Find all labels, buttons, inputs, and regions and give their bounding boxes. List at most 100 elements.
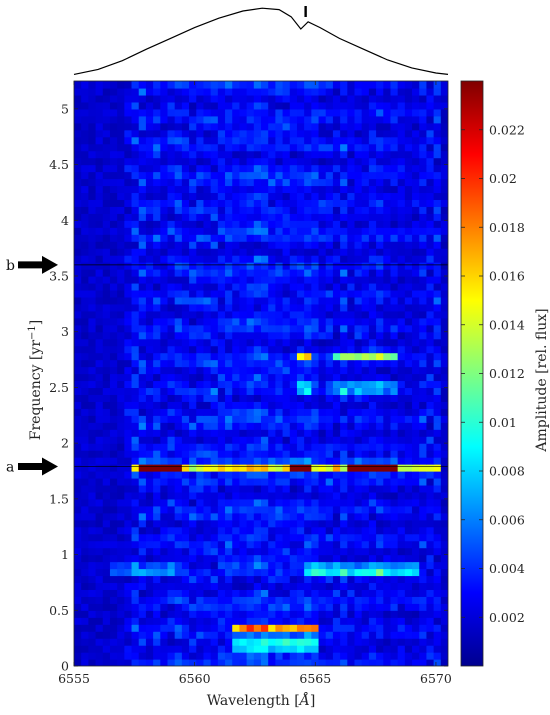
heatmap-cell [102, 359, 111, 368]
heatmap-cell [304, 296, 312, 305]
heatmap-cell [131, 436, 140, 444]
heatmap-cell [383, 561, 392, 570]
heatmap-cell [376, 331, 384, 340]
heatmap-cell [95, 631, 104, 639]
heatmap-cell [368, 227, 377, 235]
heatmap-cell [131, 464, 140, 472]
heatmap-cell [426, 526, 435, 535]
heatmap-cell [311, 561, 320, 570]
heatmap-cell [289, 457, 298, 465]
heatmap-cell [239, 561, 248, 570]
heatmap-cell [138, 310, 147, 319]
heatmap-cell [332, 491, 341, 500]
heatmap-cell [117, 498, 125, 507]
heatmap-cell [153, 415, 161, 423]
heatmap-cell [153, 526, 161, 535]
heatmap-cell [383, 568, 392, 577]
heatmap-cell [376, 234, 384, 242]
heatmap-cell [282, 289, 291, 298]
heatmap-cell [304, 401, 312, 409]
heatmap-cell [268, 484, 276, 493]
heatmap-cell [332, 178, 341, 187]
heatmap-cell [383, 87, 392, 96]
heatmap-cell [412, 213, 420, 221]
heatmap-cell [261, 491, 269, 500]
heatmap-cell [440, 213, 448, 221]
heatmap-cell [145, 471, 154, 479]
heatmap-cell [239, 554, 248, 563]
heatmap-cell [289, 108, 298, 117]
heatmap-cell [145, 157, 154, 166]
heatmap-cell [225, 394, 233, 402]
heatmap-cell [131, 429, 140, 437]
heatmap-cell [404, 575, 413, 584]
heatmap-cell [189, 380, 197, 389]
heatmap-cell [282, 338, 291, 347]
heatmap-cell [210, 101, 219, 110]
heatmap-cell [203, 136, 212, 145]
heatmap-cell [131, 582, 140, 590]
heatmap-cell [117, 366, 125, 375]
heatmap-cell [124, 276, 133, 284]
heatmap-cell [74, 540, 82, 549]
heatmap-cell [138, 547, 147, 556]
heatmap-cell [160, 415, 169, 423]
heatmap-cell [225, 115, 233, 124]
heatmap-cell [102, 192, 111, 200]
heatmap-cell [153, 310, 161, 319]
heatmap-cell [217, 352, 226, 361]
heatmap-cell [217, 659, 226, 666]
heatmap-cell [268, 303, 276, 312]
heatmap-cell [131, 652, 140, 660]
heatmap-cell [347, 296, 356, 305]
heatmap-cell [383, 359, 392, 368]
heatmap-cell [268, 443, 276, 451]
heatmap-cell [419, 178, 428, 187]
heatmap-cell [268, 122, 276, 131]
heatmap-cell [368, 338, 377, 347]
heatmap-cell [239, 248, 248, 256]
heatmap-cell [383, 143, 392, 152]
heatmap-cell [361, 150, 370, 159]
heatmap-cell [419, 157, 428, 166]
heatmap-cell [419, 108, 428, 117]
heatmap-cell [124, 289, 133, 298]
heatmap-cell [289, 282, 298, 291]
heatmap-cell [210, 617, 219, 625]
heatmap-cell [153, 568, 161, 577]
heatmap-cell [296, 317, 305, 326]
heatmap-cell [419, 220, 428, 228]
heatmap-cell [145, 540, 154, 549]
heatmap-cell [203, 645, 212, 653]
heatmap-cell [124, 213, 133, 221]
heatmap-cell [239, 491, 248, 500]
heatmap-cell [397, 136, 406, 145]
heatmap-cell [239, 296, 248, 305]
heatmap-cell [361, 206, 370, 214]
heatmap-cell [160, 638, 169, 646]
heatmap-cell [117, 101, 125, 110]
heatmap-cell [289, 157, 298, 166]
heatmap-cell [368, 512, 377, 521]
heatmap-cell [397, 227, 406, 235]
heatmap-cell [131, 303, 140, 312]
heatmap-cell [332, 220, 341, 228]
heatmap-cell [174, 206, 183, 214]
y-axis-label: Frequency [yr−1] [27, 320, 44, 440]
heatmap-cell [261, 422, 269, 430]
heatmap-cell [138, 359, 147, 368]
heatmap-cell [332, 101, 341, 110]
heatmap-cell [311, 617, 320, 625]
heatmap-cell [332, 94, 341, 103]
heatmap-cell [376, 568, 384, 577]
heatmap-cell [174, 192, 183, 200]
heatmap-cell [189, 282, 197, 291]
heatmap-cell [217, 150, 226, 159]
heatmap-cell [289, 373, 298, 382]
heatmap-cell [289, 436, 298, 444]
heatmap-cell [268, 366, 276, 375]
heatmap-cell [419, 429, 428, 437]
heatmap-cell [81, 436, 89, 444]
heatmap-cell [332, 108, 341, 117]
heatmap-cell [138, 533, 147, 542]
